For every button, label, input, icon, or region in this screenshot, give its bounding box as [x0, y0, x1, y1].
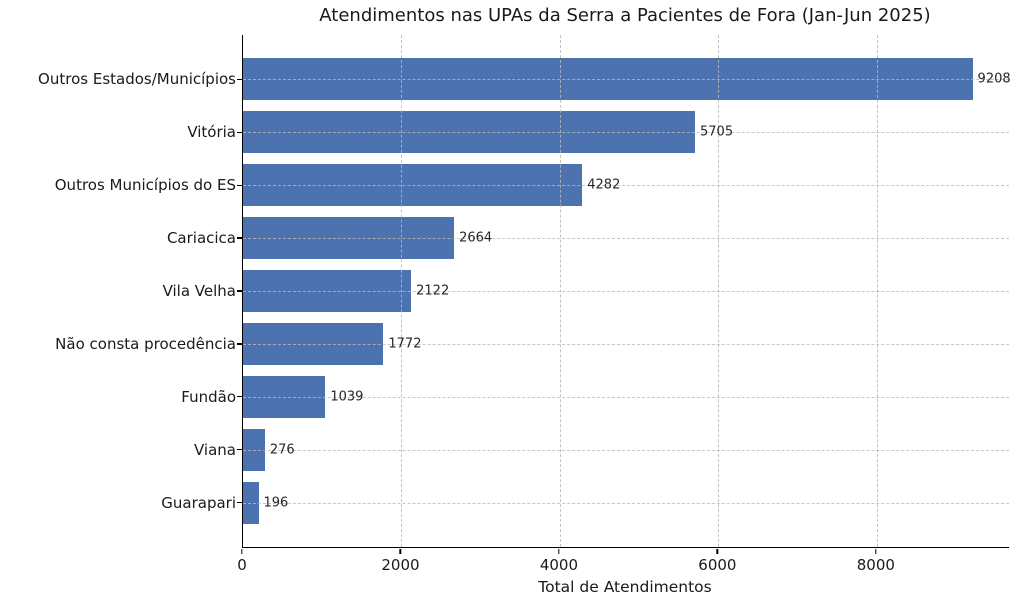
value-label: 2122: [416, 283, 450, 299]
y-tick-mark: [236, 184, 242, 186]
y-tick-mark: [236, 448, 242, 451]
x-tick-label: 8000: [856, 555, 895, 574]
value-label: 1772: [388, 336, 422, 352]
horizontal-gridline: [243, 132, 1009, 134]
x-axis-title: Total de Atendimentos: [538, 578, 712, 596]
x-tick-label: 0: [237, 555, 247, 574]
x-tick-label: 2000: [381, 555, 420, 574]
value-label: 196: [263, 495, 289, 511]
x-tick-mark: [875, 548, 877, 554]
y-tick-mark: [236, 237, 242, 239]
x-tick-mark: [716, 548, 719, 554]
category-label: Outros Estados/Municípios: [38, 70, 236, 89]
category-label: Cariacica: [166, 229, 236, 248]
x-tick-mark: [399, 548, 402, 554]
value-label: 5705: [700, 124, 734, 140]
category-label: Guarapari: [161, 493, 236, 512]
plot-area: 9208 5705 4282 2664 2122 1772 1039 276 196: [236, 35, 1011, 548]
horizontal-gridline: [243, 449, 1009, 451]
value-label: 2664: [459, 230, 493, 246]
horizontal-gridline: [243, 396, 1009, 398]
x-tick-label: 6000: [698, 555, 737, 574]
chart-title: Atendimentos nas UPAs da Serra a Pacient…: [319, 5, 931, 26]
y-tick-mark: [236, 78, 242, 81]
y-tick-mark: [236, 396, 242, 398]
horizontal-gridline: [243, 291, 1009, 292]
value-label: 9208: [977, 71, 1011, 87]
category-label: Não consta procedência: [55, 334, 236, 353]
value-label: 1039: [330, 389, 364, 405]
x-axis: 0 2000 4000 6000 8000: [237, 548, 1008, 608]
x-tick-mark: [558, 548, 560, 554]
category-label: Viana: [194, 440, 236, 459]
category-label: Vila Velha: [162, 282, 236, 300]
y-tick-mark: [236, 501, 242, 504]
y-tick-mark: [236, 343, 242, 345]
horizontal-gridline: [243, 238, 1009, 240]
horizontal-gridline: [243, 343, 1009, 345]
y-tick-mark: [236, 131, 242, 133]
y-tick-mark: [236, 290, 242, 292]
value-label: 4282: [587, 177, 621, 193]
category-label: Outros Municípios do ES: [54, 176, 236, 195]
horizontal-gridline: [243, 79, 1009, 81]
x-tick-mark: [241, 548, 243, 554]
y-axis-labels: Outros Estados/Municípios Vitória Outros M…: [0, 35, 236, 547]
category-label: Vitória: [187, 123, 236, 142]
x-tick-label: 4000: [539, 555, 578, 574]
horizontal-gridline: [243, 502, 1009, 504]
horizontal-gridline: [243, 185, 1009, 187]
category-label: Fundão: [181, 387, 236, 406]
value-label: 276: [269, 442, 295, 458]
